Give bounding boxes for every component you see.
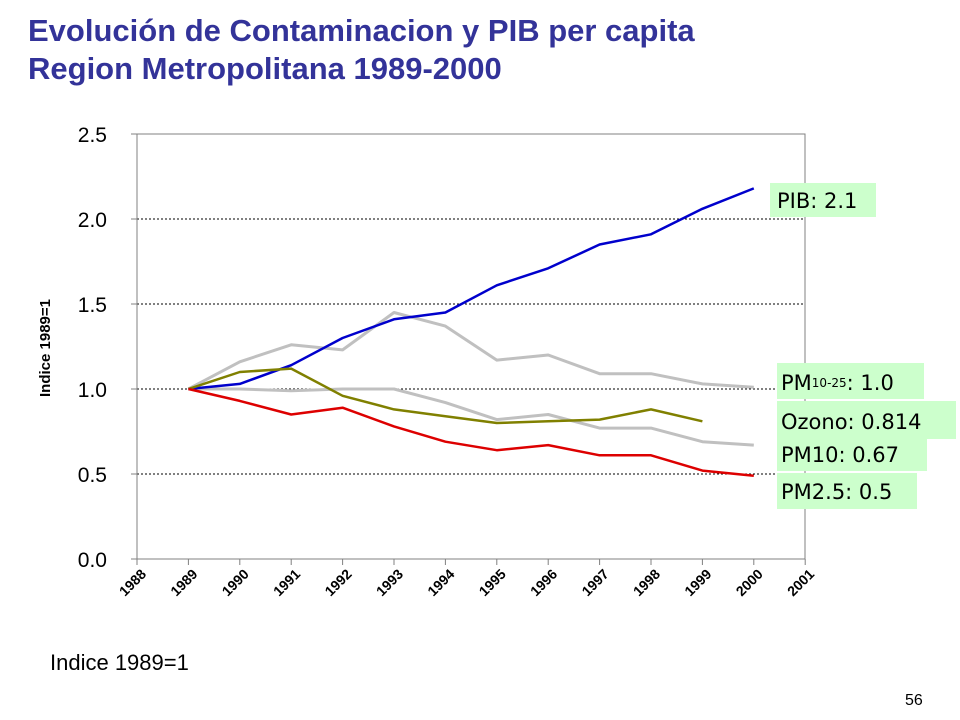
x-tick-label: 1996 (527, 566, 560, 599)
annotation-pm25-box (777, 473, 917, 509)
annotation-pm1025-text: PM10-25: 1.0 (781, 371, 894, 395)
x-tick-label: 1999 (681, 566, 714, 599)
series-line-pib (188, 187, 755, 391)
annotation-pm10-box (777, 437, 927, 471)
x-tick-label: 1993 (373, 566, 406, 599)
annotation-pm1025-box (777, 363, 924, 399)
y-tick-label: 1.0 (78, 379, 107, 402)
y-tick-label: 1.5 (78, 294, 107, 317)
series-line-olive (188, 367, 703, 425)
y-tick-label: 0.0 (78, 549, 107, 572)
title-line-1: Evolución de Contaminacion y PIB per cap… (28, 13, 695, 48)
x-tick-label: 1994 (424, 566, 457, 599)
annotation-pm25-text: PM2.5: 0.5 (781, 480, 892, 504)
footnote: Indice 1989=1 (50, 650, 189, 675)
x-tick-label: 1998 (630, 566, 663, 599)
y-axis-label: Indice 1989=1 (37, 299, 54, 397)
x-tick-label: 1995 (476, 566, 509, 599)
grid-lines (137, 218, 805, 475)
x-tick-label: 1991 (270, 566, 303, 599)
x-tick-label: 1997 (578, 566, 611, 599)
annotation-pib: PIB: 2.1 (770, 183, 876, 217)
slide-title: Evolución de Contaminacion y PIB per cap… (28, 12, 928, 88)
y-tick-label: 0.5 (78, 464, 107, 487)
series-line-red (188, 387, 754, 477)
page-number: 56 (905, 692, 923, 709)
x-tick-label: 1992 (321, 566, 354, 599)
y-axis: 0.0 0.5 1.0 1.5 2.0 2.5 (78, 124, 137, 572)
annotation-pm10-text: PM10: 0.67 (781, 443, 899, 467)
annotation-ozono: Ozono: 0.814 (777, 401, 956, 439)
y-tick-label: 2.5 (78, 124, 107, 147)
series-line-gray-b (188, 387, 754, 447)
x-tick-label: 2000 (733, 566, 766, 599)
x-tick-label: 2001 (784, 566, 817, 599)
annotation-pib-text: PIB: 2.1 (777, 189, 857, 213)
annotation-pm1025: PM10-25: 1.0 (777, 363, 924, 399)
annotation-ozono-text: Ozono: 0.814 (781, 410, 921, 434)
annotation-pm10: PM10: 0.67 (777, 437, 927, 471)
plot-frame (136, 133, 806, 560)
x-tick-label: 1990 (219, 566, 252, 599)
annotation-ozono-box (777, 401, 956, 439)
x-tick-label: 1988 (116, 566, 149, 599)
annotation-pm25: PM2.5: 0.5 (777, 473, 917, 509)
x-tick-label: 1989 (167, 566, 200, 599)
y-tick-label: 2.0 (78, 209, 107, 232)
series-lines (187, 187, 755, 477)
series-annotations: PIB: 2.1 PM10-25: 1.0 Ozono: 0.814 PM10:… (770, 183, 956, 509)
annotation-pib-box (770, 183, 876, 217)
series-line-gray-a (187, 311, 754, 391)
x-axis: 1988 1989 1990 1991 1992 1993 1994 1995 1996 1997… (116, 559, 817, 599)
title-line-2: Region Metropolitana 1989-2000 (28, 51, 502, 86)
